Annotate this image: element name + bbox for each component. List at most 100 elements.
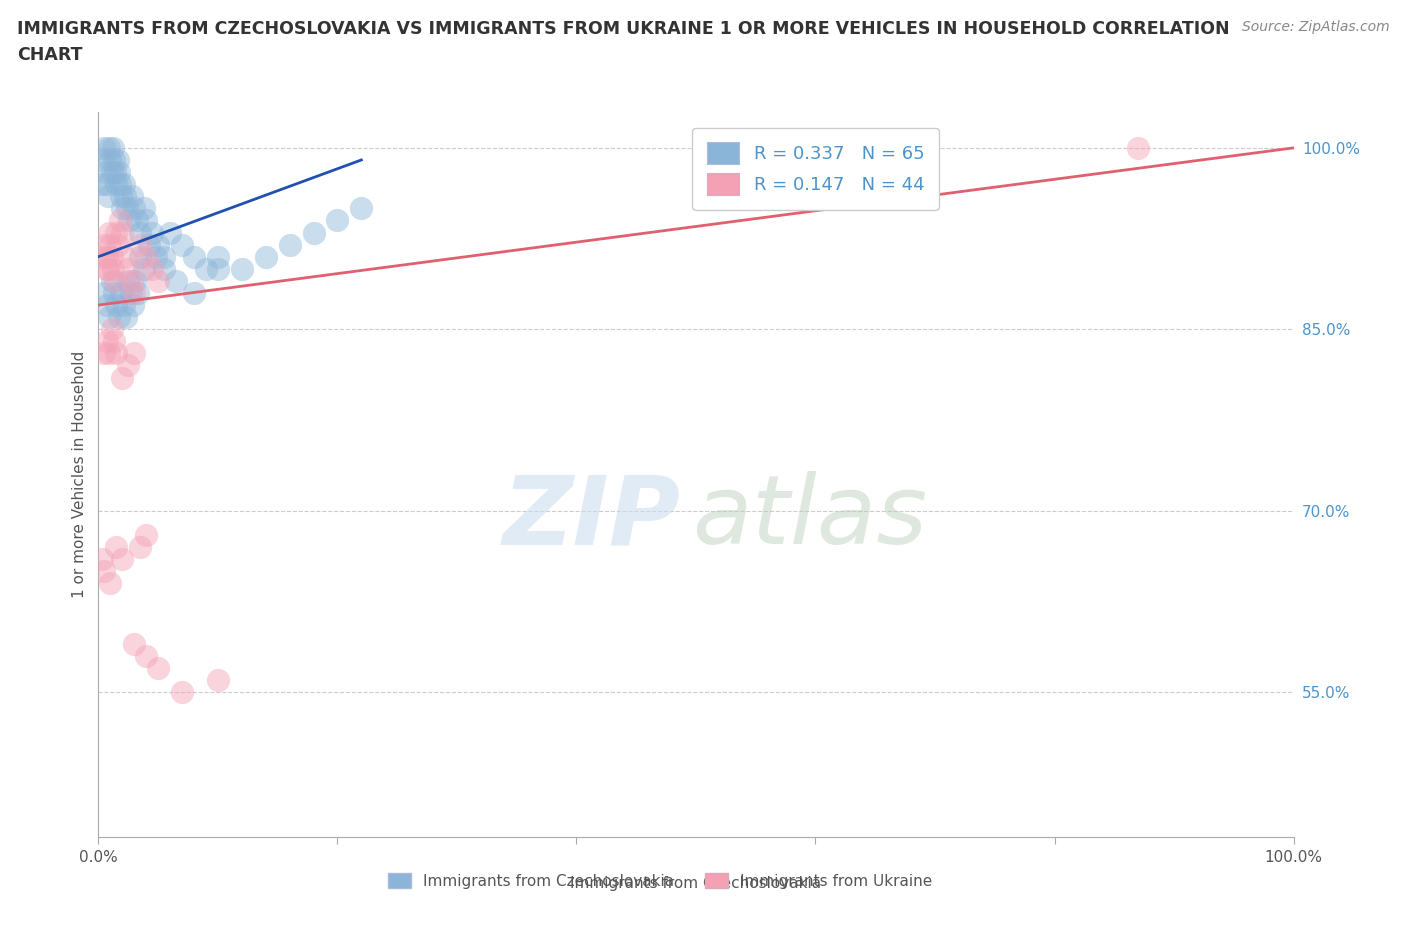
Point	[350, 201, 373, 216]
Point	[148, 660, 170, 675]
Point	[105, 225, 128, 240]
Point	[100, 165, 122, 179]
Point	[94, 261, 117, 276]
Point	[103, 334, 125, 349]
Point	[129, 237, 152, 252]
Point	[135, 527, 157, 542]
Point	[207, 261, 229, 276]
Point	[135, 648, 157, 663]
Point	[129, 249, 152, 264]
Point	[98, 576, 122, 591]
Point	[153, 249, 176, 264]
Point	[114, 189, 136, 204]
Point	[111, 370, 134, 385]
Point	[110, 286, 132, 300]
Point	[111, 551, 134, 566]
Point	[135, 213, 157, 228]
Point	[117, 273, 139, 288]
Point	[148, 237, 170, 252]
Text: CHART: CHART	[17, 46, 83, 64]
Point	[125, 213, 148, 228]
Point	[111, 201, 134, 216]
Point	[159, 225, 181, 240]
Point	[132, 201, 155, 216]
Point	[107, 237, 129, 252]
Point	[117, 261, 139, 276]
Point	[121, 189, 143, 204]
Point	[141, 225, 163, 240]
Point	[107, 153, 129, 167]
Point	[105, 346, 128, 361]
Point	[121, 273, 143, 288]
Point	[122, 298, 145, 312]
Point	[98, 140, 121, 155]
Point	[93, 346, 115, 361]
Point	[326, 213, 349, 228]
Legend: Immigrants from Czechoslovakia, Immigrants from Ukraine: Immigrants from Czechoslovakia, Immigran…	[382, 867, 938, 895]
Point	[96, 177, 118, 192]
Point	[108, 213, 131, 228]
Point	[97, 261, 120, 276]
Point	[100, 249, 122, 264]
Point	[138, 237, 160, 252]
Point	[1128, 140, 1150, 155]
X-axis label: Immigrants from Czechoslovakia: Immigrants from Czechoslovakia	[571, 876, 821, 891]
Point	[91, 249, 114, 264]
Point	[117, 358, 139, 373]
Point	[103, 286, 125, 300]
Point	[101, 261, 124, 276]
Point	[112, 177, 135, 192]
Point	[107, 165, 129, 179]
Point	[98, 237, 122, 252]
Point	[105, 177, 128, 192]
Point	[105, 298, 128, 312]
Point	[231, 261, 253, 276]
Point	[93, 237, 115, 252]
Point	[94, 165, 117, 179]
Point	[110, 189, 132, 204]
Point	[145, 249, 167, 264]
Point	[96, 334, 118, 349]
Point	[135, 249, 157, 264]
Point	[100, 322, 122, 337]
Point	[124, 286, 146, 300]
Point	[108, 177, 131, 192]
Point	[91, 551, 114, 566]
Point	[96, 249, 118, 264]
Point	[91, 153, 114, 167]
Point	[120, 286, 142, 300]
Point	[115, 310, 138, 325]
Point	[101, 140, 124, 155]
Point	[278, 237, 301, 252]
Point	[148, 273, 170, 288]
Point	[302, 225, 325, 240]
Point	[124, 636, 146, 651]
Point	[124, 201, 146, 216]
Point	[207, 672, 229, 687]
Point	[91, 177, 114, 192]
Text: IMMIGRANTS FROM CZECHOSLOVAKIA VS IMMIGRANTS FROM UKRAINE 1 OR MORE VEHICLES IN : IMMIGRANTS FROM CZECHOSLOVAKIA VS IMMIGR…	[17, 20, 1229, 38]
Point	[118, 213, 141, 228]
Point	[254, 249, 277, 264]
Point	[132, 261, 155, 276]
Point	[165, 273, 187, 288]
Text: Source: ZipAtlas.com: Source: ZipAtlas.com	[1241, 20, 1389, 34]
Point	[183, 249, 205, 264]
Point	[195, 261, 218, 276]
Point	[93, 564, 115, 578]
Point	[124, 346, 146, 361]
Point	[183, 286, 205, 300]
Point	[141, 261, 163, 276]
Point	[103, 153, 125, 167]
Point	[129, 539, 152, 554]
Point	[114, 249, 136, 264]
Point	[98, 310, 121, 325]
Point	[115, 201, 138, 216]
Point	[129, 225, 152, 240]
Point	[104, 165, 127, 179]
Point	[111, 225, 134, 240]
Point	[98, 346, 121, 361]
Point	[105, 539, 128, 554]
Point	[107, 310, 129, 325]
Point	[98, 153, 122, 167]
